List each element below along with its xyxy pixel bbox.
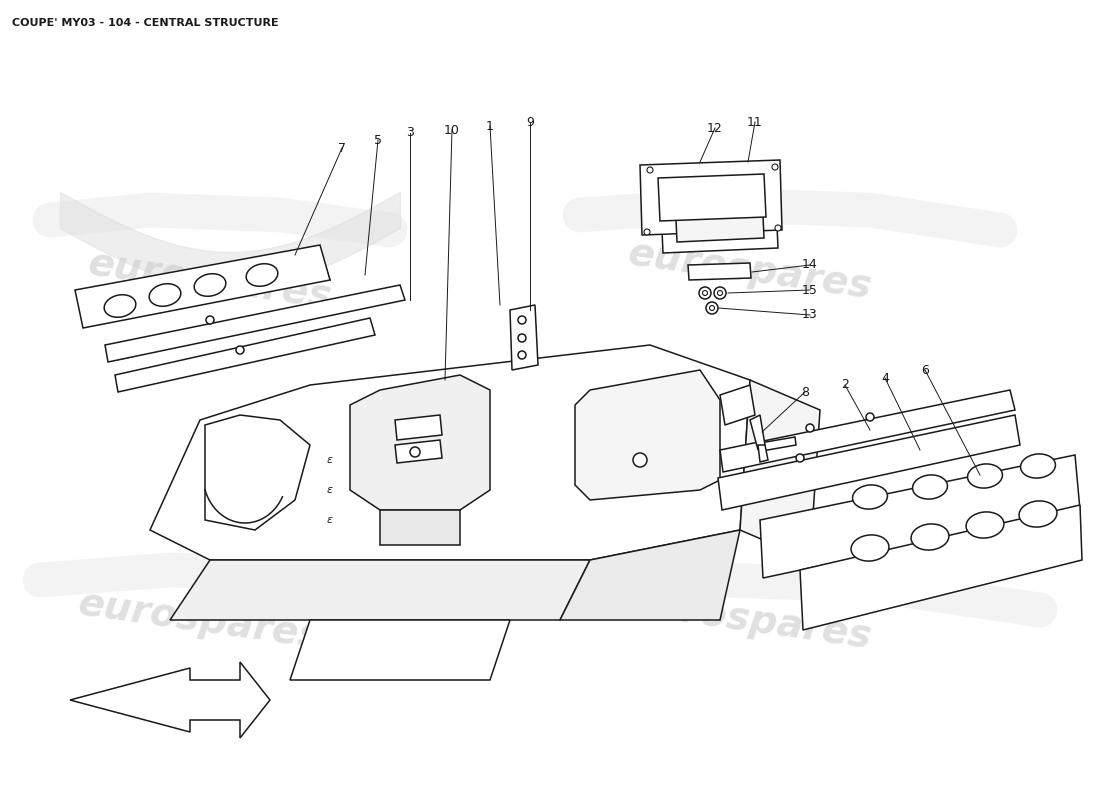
Polygon shape — [290, 620, 510, 680]
Ellipse shape — [246, 264, 278, 286]
Ellipse shape — [1019, 501, 1057, 527]
Polygon shape — [758, 445, 768, 462]
Text: eurospares: eurospares — [76, 584, 324, 656]
Circle shape — [772, 164, 778, 170]
Ellipse shape — [911, 524, 949, 550]
Text: 5: 5 — [374, 134, 382, 146]
Polygon shape — [560, 530, 740, 620]
Text: 4: 4 — [881, 371, 889, 385]
Circle shape — [717, 290, 723, 295]
Polygon shape — [760, 455, 1080, 578]
Text: 2: 2 — [842, 378, 849, 391]
Polygon shape — [170, 560, 590, 620]
Ellipse shape — [1021, 454, 1055, 478]
Polygon shape — [395, 440, 442, 463]
Polygon shape — [675, 193, 764, 242]
Polygon shape — [658, 174, 766, 221]
Polygon shape — [688, 263, 751, 280]
Circle shape — [796, 454, 804, 462]
Circle shape — [644, 229, 650, 235]
Polygon shape — [660, 180, 778, 253]
Text: 6: 6 — [921, 363, 928, 377]
Circle shape — [236, 346, 244, 354]
Ellipse shape — [966, 512, 1004, 538]
Text: 15: 15 — [802, 283, 818, 297]
Polygon shape — [116, 318, 375, 392]
Circle shape — [710, 306, 715, 310]
Circle shape — [632, 453, 647, 467]
Circle shape — [703, 290, 707, 295]
Text: eurospares: eurospares — [626, 234, 875, 306]
Polygon shape — [205, 415, 310, 530]
Polygon shape — [379, 510, 460, 545]
Circle shape — [866, 413, 874, 421]
Circle shape — [518, 351, 526, 359]
Polygon shape — [718, 415, 1020, 510]
Circle shape — [647, 167, 653, 173]
Ellipse shape — [851, 535, 889, 561]
Circle shape — [206, 316, 214, 324]
Circle shape — [714, 287, 726, 299]
Circle shape — [410, 447, 420, 457]
Text: 1: 1 — [486, 119, 494, 133]
Text: 11: 11 — [747, 115, 763, 129]
Text: COUPE' MY03 - 104 - CENTRAL STRUCTURE: COUPE' MY03 - 104 - CENTRAL STRUCTURE — [12, 18, 278, 28]
Text: 13: 13 — [802, 309, 818, 322]
Polygon shape — [720, 390, 1015, 472]
Ellipse shape — [913, 475, 947, 499]
Polygon shape — [150, 345, 750, 560]
Polygon shape — [75, 245, 330, 328]
Text: $\epsilon$: $\epsilon$ — [327, 515, 333, 525]
Circle shape — [698, 287, 711, 299]
Text: $\epsilon$: $\epsilon$ — [327, 485, 333, 495]
Text: 14: 14 — [802, 258, 818, 271]
Polygon shape — [510, 305, 538, 370]
Ellipse shape — [968, 464, 1002, 488]
Text: $\epsilon$: $\epsilon$ — [327, 455, 333, 465]
Text: 9: 9 — [526, 117, 534, 130]
Ellipse shape — [104, 294, 135, 318]
Circle shape — [776, 225, 781, 231]
Text: eurospares: eurospares — [626, 584, 875, 656]
Text: eurospares: eurospares — [86, 244, 334, 316]
Circle shape — [518, 334, 526, 342]
Text: 8: 8 — [801, 386, 808, 398]
Polygon shape — [104, 285, 405, 362]
Circle shape — [806, 424, 814, 432]
Polygon shape — [70, 662, 270, 738]
Polygon shape — [760, 437, 796, 451]
Ellipse shape — [150, 284, 180, 306]
Polygon shape — [720, 385, 755, 425]
Polygon shape — [575, 370, 721, 500]
Text: 10: 10 — [444, 123, 460, 137]
Ellipse shape — [195, 274, 226, 296]
Ellipse shape — [852, 485, 888, 509]
Polygon shape — [740, 380, 820, 560]
Polygon shape — [750, 415, 764, 450]
Circle shape — [706, 302, 718, 314]
Text: 12: 12 — [707, 122, 723, 134]
Circle shape — [518, 316, 526, 324]
Polygon shape — [395, 415, 442, 440]
Polygon shape — [640, 160, 782, 235]
Polygon shape — [800, 505, 1082, 630]
Polygon shape — [350, 375, 490, 510]
Text: 7: 7 — [338, 142, 346, 154]
Text: 3: 3 — [406, 126, 414, 139]
